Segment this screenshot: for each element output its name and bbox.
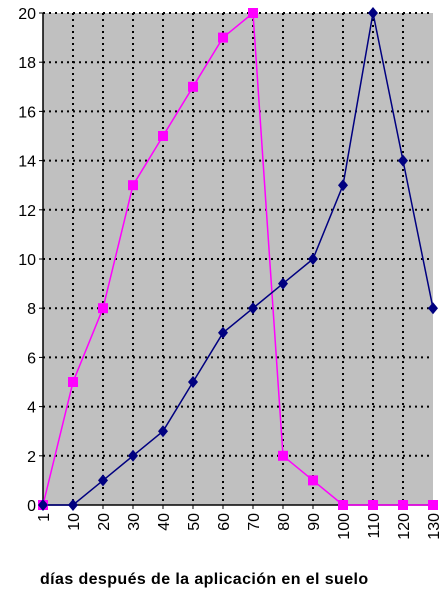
diamond-marker <box>368 7 378 19</box>
y-tick-label: 2 <box>27 449 36 466</box>
series-line-2 <box>43 12 434 506</box>
square-marker <box>398 500 408 510</box>
square-marker <box>248 8 258 18</box>
square-marker <box>188 81 198 92</box>
square-marker <box>368 500 378 510</box>
y-tick-label: 14 <box>18 154 36 171</box>
x-tick-label: 20 <box>96 513 113 531</box>
diamond-marker <box>38 499 48 511</box>
x-tick-labels: 1 10 20 30 40 50 60 70 80 90 100 110 120 130 <box>36 513 440 540</box>
y-tick-label: 16 <box>18 104 36 121</box>
y-tick-label: 0 <box>27 498 36 515</box>
y-tick-label: 18 <box>18 55 36 72</box>
diamond-marker <box>98 474 108 487</box>
x-tick-label: 80 <box>276 513 293 531</box>
y-tick-label: 12 <box>18 203 36 220</box>
square-marker <box>428 500 438 510</box>
diamond-marker <box>218 326 228 339</box>
diamond-marker <box>338 179 348 192</box>
x-tick-label: 100 <box>336 513 353 540</box>
y-tick-label: 8 <box>27 301 36 318</box>
diamond-marker <box>308 253 318 265</box>
x-tick-label: 90 <box>306 513 323 531</box>
diamond-marker <box>278 277 288 290</box>
series-markers <box>38 7 438 511</box>
y-tick-label: 10 <box>18 252 36 269</box>
square-marker <box>278 450 288 461</box>
x-tick-label: 10 <box>66 513 83 531</box>
x-tick-label: 110 <box>366 513 383 539</box>
y-tick-label: 4 <box>27 400 36 417</box>
x-axis-label: días después de la aplicación en el suel… <box>40 571 369 588</box>
y-tick-labels: 0 2 4 6 8 10 12 14 16 18 20 <box>18 6 36 515</box>
diamond-marker <box>398 154 408 167</box>
x-tick-label: 30 <box>126 513 143 531</box>
diamond-marker <box>248 302 258 315</box>
y-tick-label: 6 <box>27 350 36 367</box>
square-marker <box>158 131 168 141</box>
diamond-marker <box>188 376 198 388</box>
square-marker <box>68 377 78 387</box>
y-tick-label: 20 <box>18 6 36 23</box>
square-marker <box>98 303 108 314</box>
x-tick-label: 50 <box>186 513 203 531</box>
diamond-marker <box>428 302 438 315</box>
square-marker <box>218 32 228 43</box>
square-marker <box>308 475 318 486</box>
diamond-marker <box>128 449 138 462</box>
x-tick-label: 60 <box>216 513 233 531</box>
x-tick-label: 120 <box>396 513 413 540</box>
x-tick-label: 130 <box>426 513 440 540</box>
x-tick-label: 1 <box>36 513 53 522</box>
square-marker <box>128 180 138 191</box>
diamond-marker <box>158 425 168 438</box>
diamond-marker <box>68 499 78 511</box>
x-tick-label: 70 <box>246 513 263 531</box>
x-tick-label: 40 <box>156 513 173 531</box>
square-marker <box>338 500 348 510</box>
